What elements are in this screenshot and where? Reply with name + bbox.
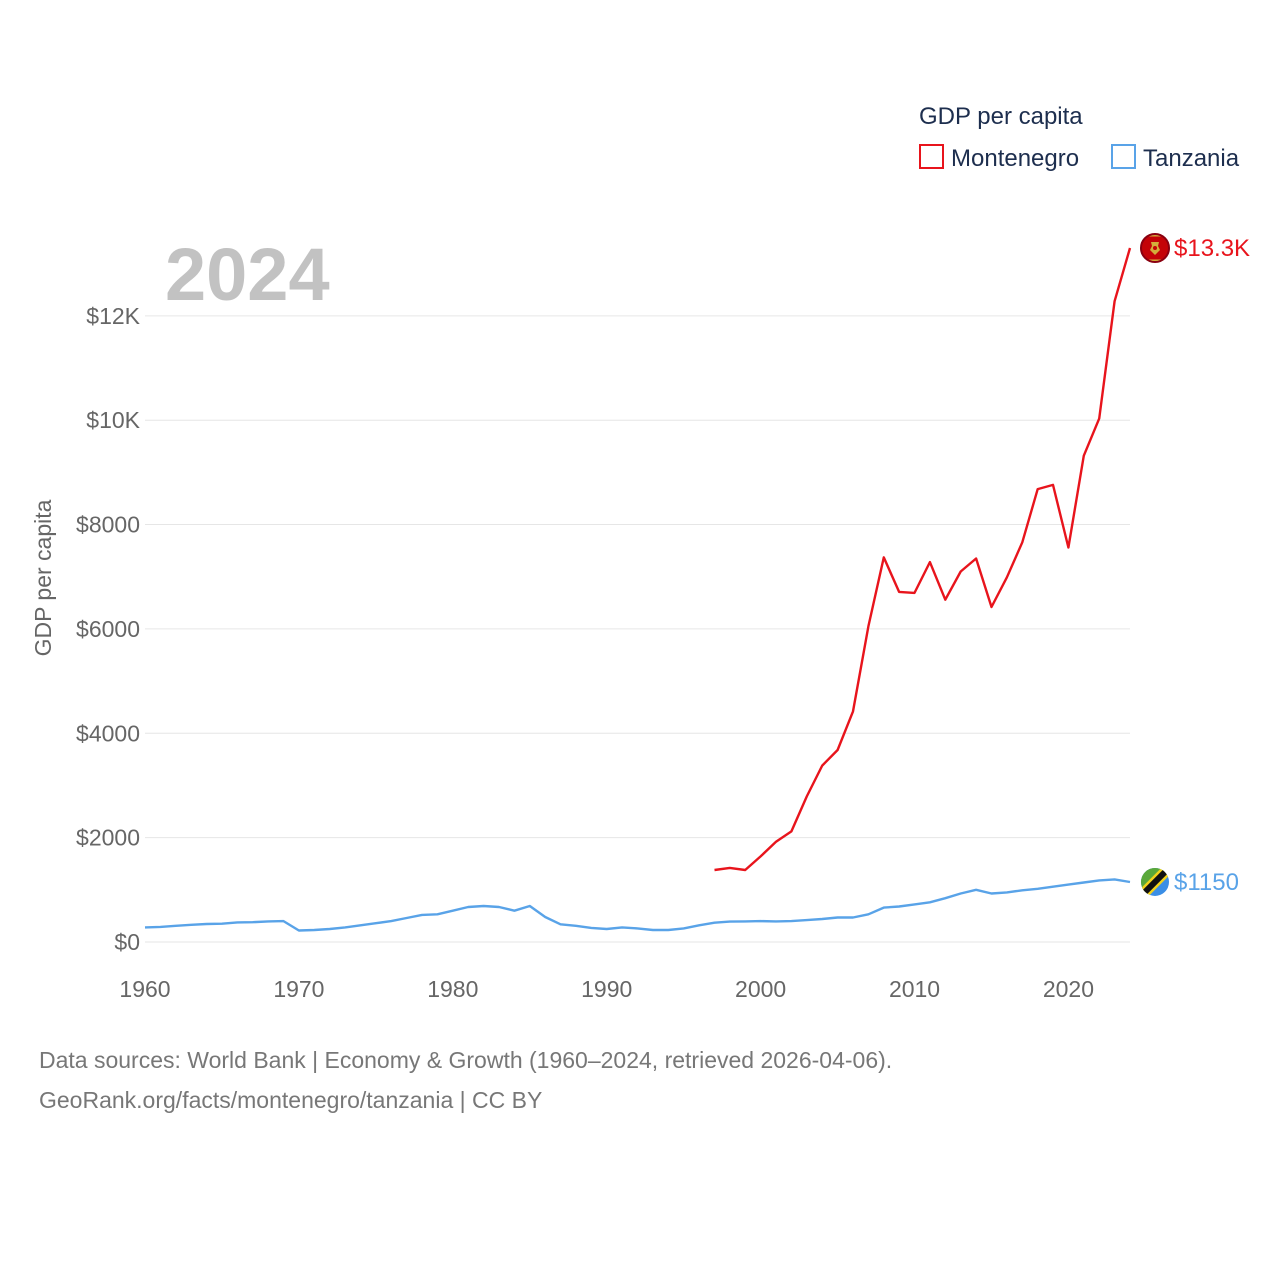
x-tick-label: 1960 xyxy=(119,976,170,1002)
series-line-tanzania xyxy=(144,878,1131,932)
y-tick-label: $10K xyxy=(86,407,140,433)
legend-item-tanzania[interactable]: Tanzania xyxy=(1111,144,1240,172)
x-tick-label: 2000 xyxy=(735,976,786,1002)
tanzania-flag-icon xyxy=(1141,867,1169,896)
y-axis-title: GDP per capita xyxy=(30,499,56,656)
x-tick-label: 1980 xyxy=(427,976,478,1002)
legend-item-montenegro[interactable]: Montenegro xyxy=(919,144,1079,172)
legend-swatch xyxy=(1111,144,1136,169)
x-tick-label: 1970 xyxy=(273,976,324,1002)
legend: GDP per capita Montenegro Tanzania xyxy=(919,103,1240,172)
y-tick-label: $0 xyxy=(114,929,140,955)
y-tick-label: $6000 xyxy=(76,616,140,642)
legend-label: Tanzania xyxy=(1143,145,1240,172)
year-label: 2024 xyxy=(165,233,330,316)
end-value-label-tanzania: $1150 xyxy=(1174,869,1239,896)
x-tick-label: 2010 xyxy=(889,976,940,1002)
legend-title: GDP per capita xyxy=(919,103,1083,130)
y-tick-label: $2000 xyxy=(76,825,140,851)
legend-swatch xyxy=(919,144,944,169)
montenegro-flag-icon xyxy=(1140,233,1170,263)
legend-label: Montenegro xyxy=(951,145,1079,172)
y-tick-label: $8000 xyxy=(76,512,140,538)
end-value-label-montenegro: $13.3K xyxy=(1174,235,1250,262)
footer: Data sources: World Bank | Economy & Gro… xyxy=(39,1040,892,1120)
data-sources-note: Data sources: World Bank | Economy & Gro… xyxy=(39,1047,893,1073)
series-line-montenegro xyxy=(714,247,1132,872)
source-link[interactable]: GeoRank.org/facts/montenegro/tanzania | … xyxy=(39,1087,543,1113)
x-tick-label: 2020 xyxy=(1043,976,1094,1002)
y-tick-label: $4000 xyxy=(76,720,140,746)
y-tick-label: $12K xyxy=(86,303,140,329)
x-tick-label: 1990 xyxy=(581,976,632,1002)
